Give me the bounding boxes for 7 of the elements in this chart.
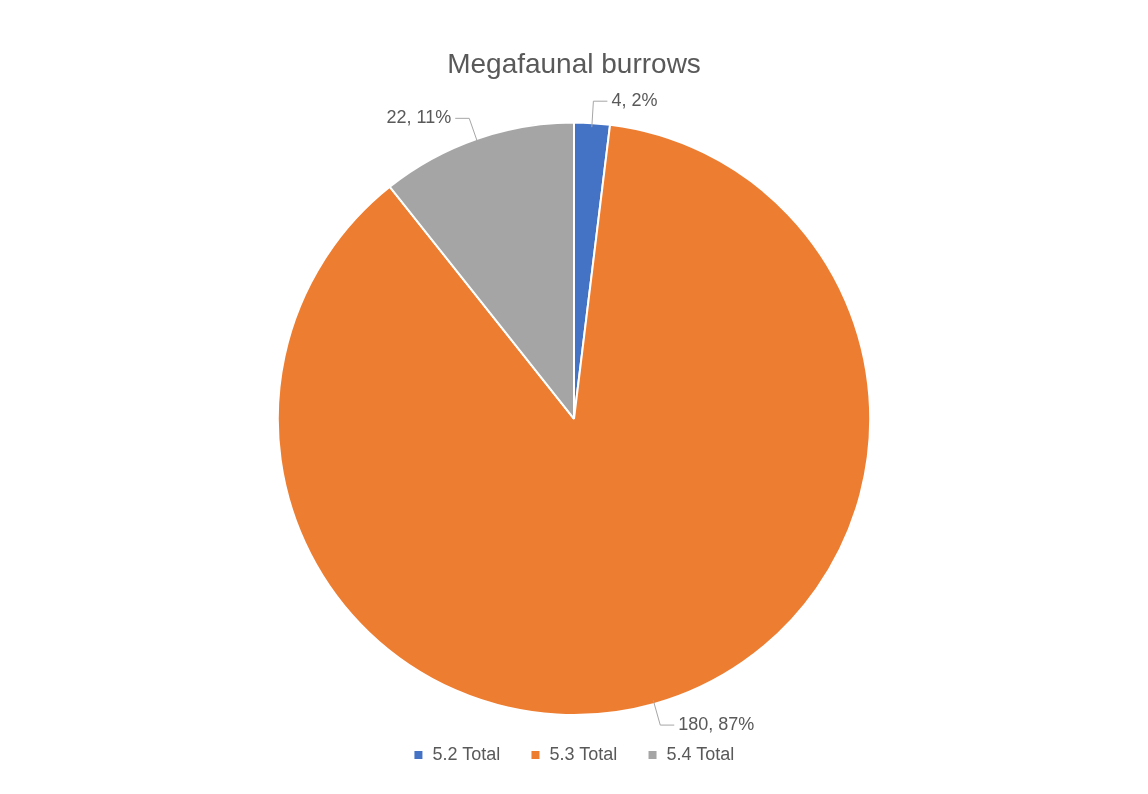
legend-label: 5.2 Total [432, 743, 501, 764]
data-label: 22, 11% [386, 107, 452, 128]
chart-title: Megafaunal burrows [447, 47, 701, 79]
legend-label: 5.4 Total [666, 743, 735, 764]
legend-label: 5.3 Total [549, 743, 618, 764]
data-label: 180, 87% [678, 714, 755, 735]
data-label: 4, 2% [611, 90, 658, 111]
